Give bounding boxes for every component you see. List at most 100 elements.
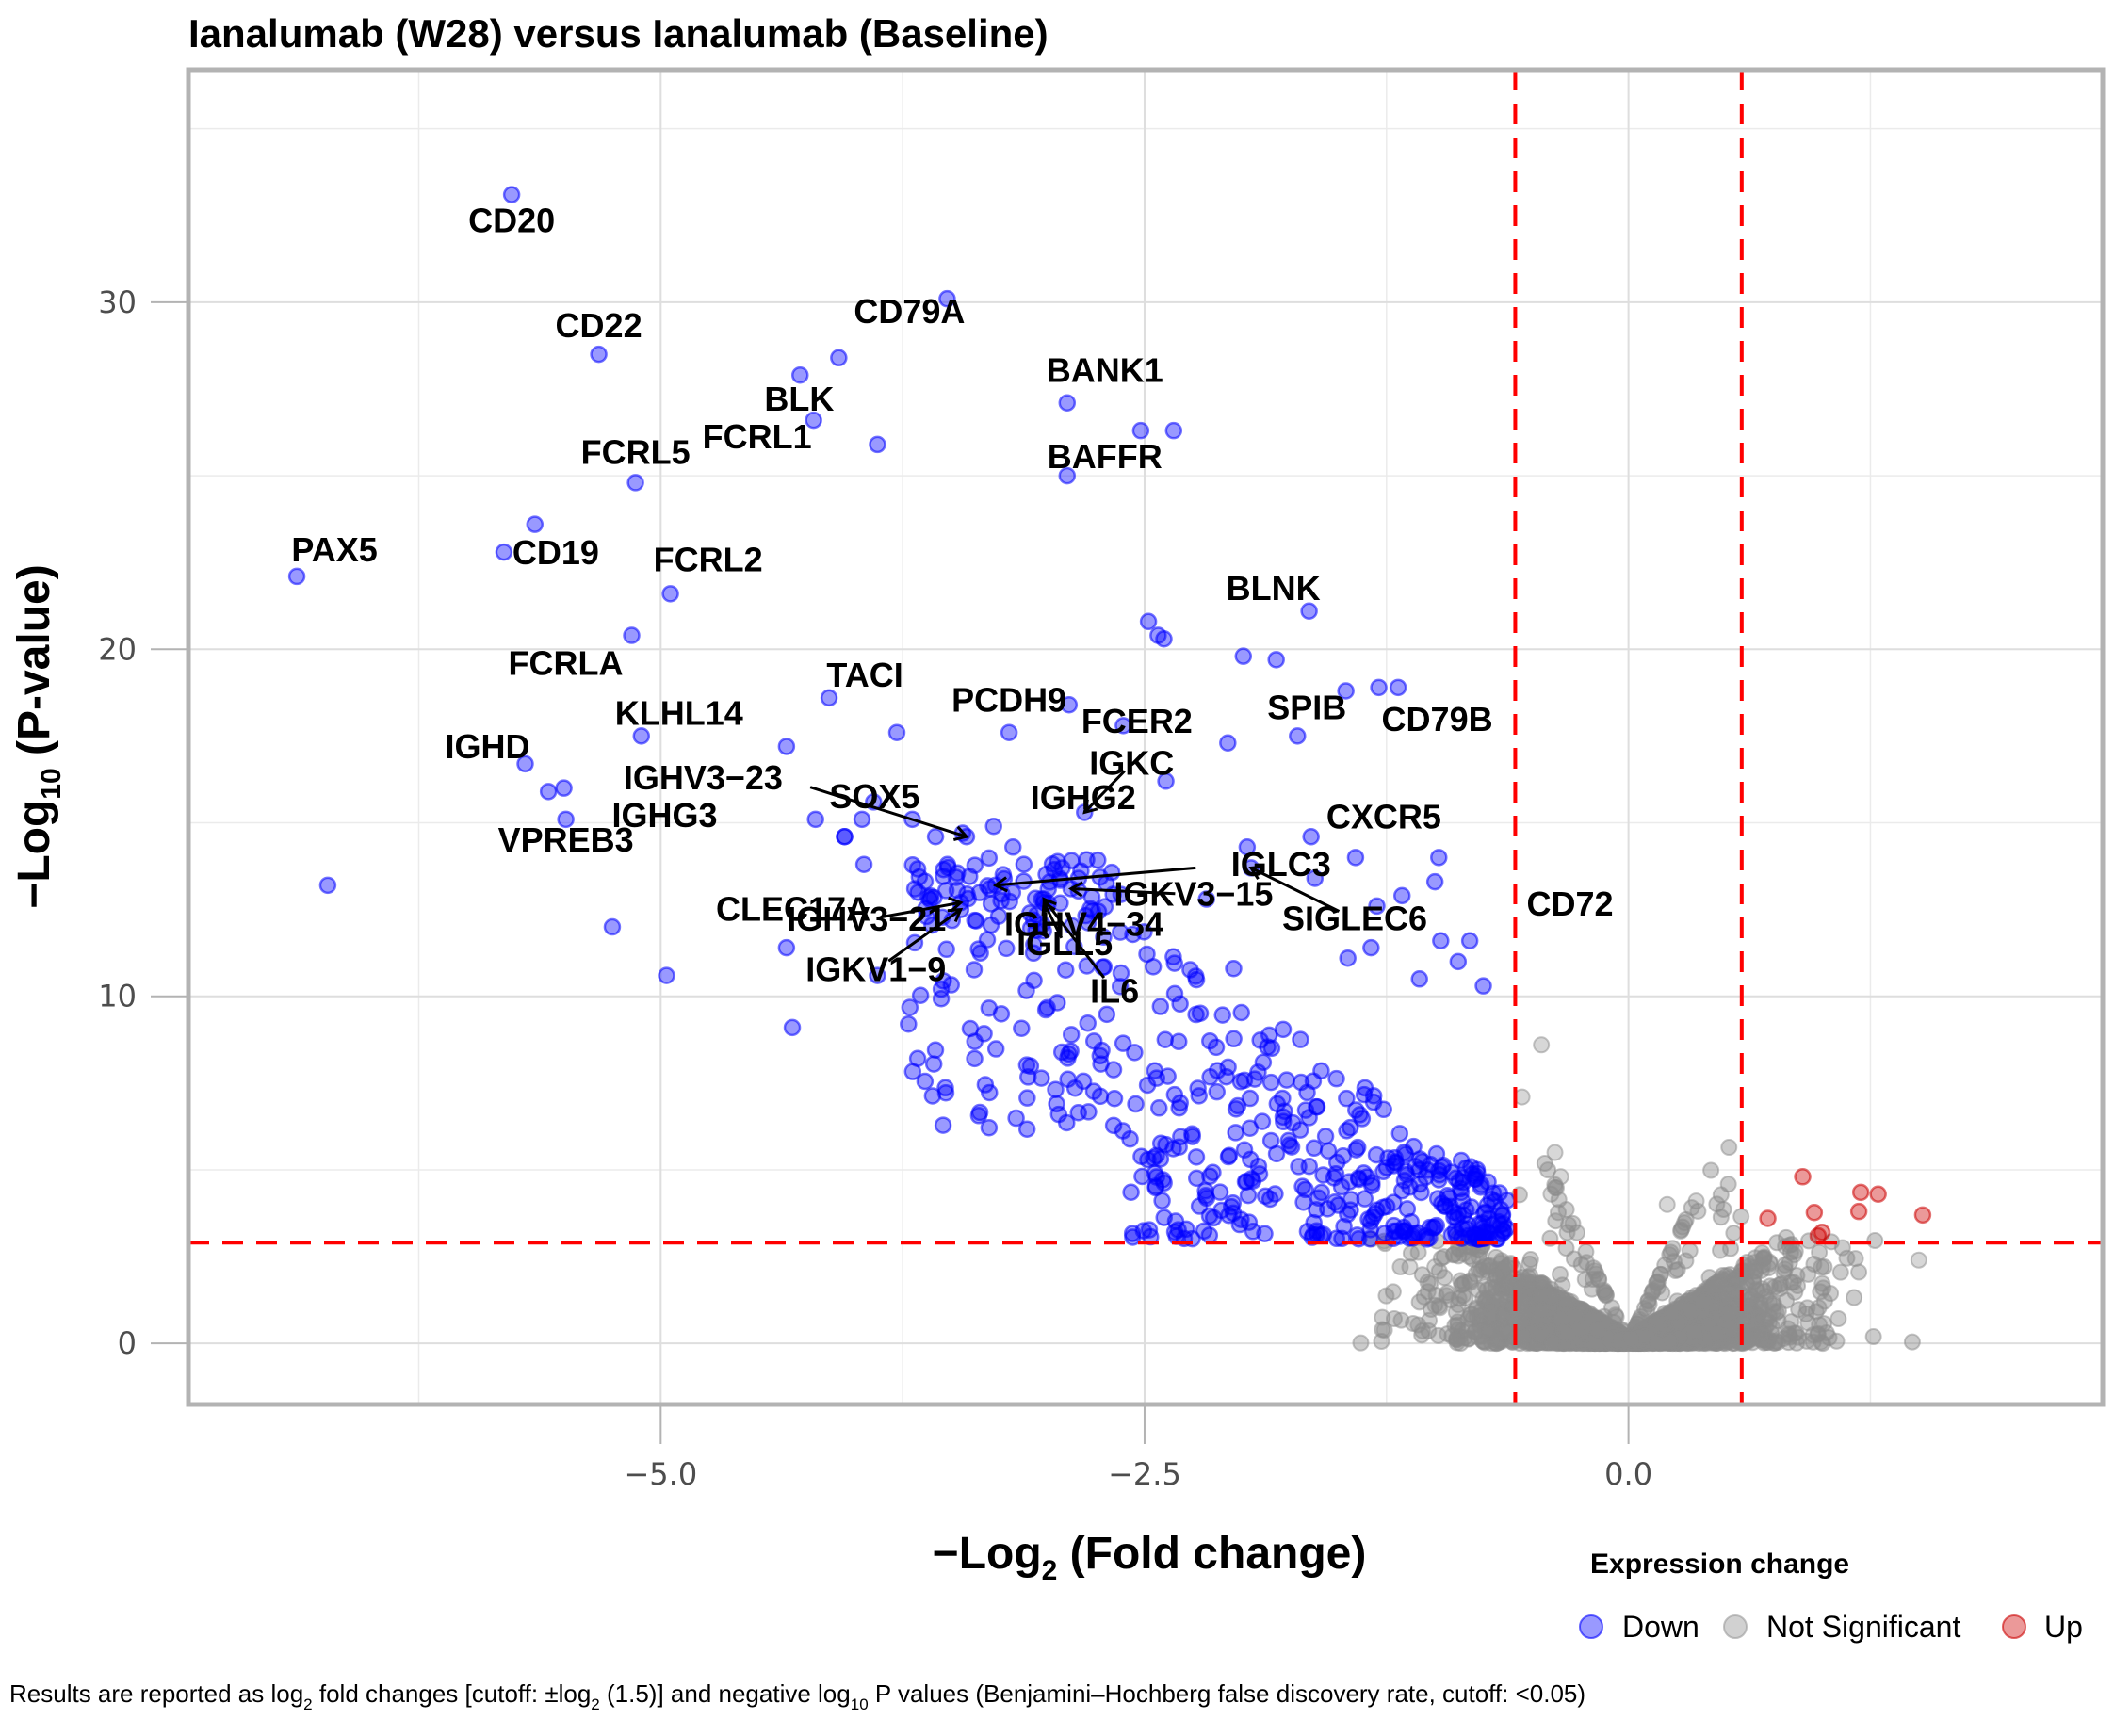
x-axis-ticks: −5.0 −2.5 0.0 [624, 1404, 1652, 1492]
x-tick-label: −5.0 [624, 1456, 697, 1492]
point-not-significant [1725, 1225, 1743, 1242]
point-down [1165, 954, 1183, 972]
point-down [1375, 1224, 1394, 1242]
point-down [981, 880, 999, 898]
gene-label: FCRL5 [581, 432, 691, 471]
point-down [1134, 1222, 1153, 1240]
point-not-significant [1518, 1272, 1536, 1290]
gene-label: KLHL14 [615, 693, 743, 732]
point-not-significant [1481, 1320, 1499, 1338]
point-not-significant [1850, 1263, 1868, 1281]
gene-label: CD20 [468, 202, 555, 240]
point-up [1759, 1209, 1777, 1227]
point-down [1276, 1102, 1293, 1120]
point-down [783, 1018, 802, 1037]
point-not-significant [1710, 1273, 1728, 1290]
point-not-significant [1687, 1192, 1705, 1210]
point-down [1165, 984, 1184, 1003]
point-down [1080, 1103, 1098, 1121]
point-down [926, 827, 945, 846]
point-down [969, 1107, 988, 1125]
footnote-text: (1.5)] and negative log [600, 1679, 851, 1708]
point-down [936, 1083, 955, 1102]
point-up [1805, 1204, 1824, 1222]
gene-label: BAFFR [1048, 437, 1163, 476]
point-not-significant [1401, 1258, 1419, 1276]
point-down [1401, 1178, 1419, 1196]
point-down [982, 916, 1000, 934]
point-down [1017, 1056, 1036, 1074]
point-down [1004, 838, 1022, 856]
point-down [806, 810, 824, 829]
point-not-significant [1595, 1281, 1613, 1299]
point-down [1084, 1032, 1103, 1050]
point-not-significant [1589, 1321, 1607, 1339]
point-not-significant [1484, 1297, 1502, 1315]
point-down [1015, 855, 1033, 873]
point-down [626, 474, 644, 492]
point-not-significant [1543, 1334, 1561, 1352]
point-down [1316, 1128, 1335, 1145]
point-down [1018, 1089, 1036, 1107]
gridlines [188, 70, 2103, 1404]
point-down [1225, 1030, 1243, 1048]
gene-label: IGHV3−23 [624, 758, 783, 797]
point-down [1155, 629, 1173, 648]
point-down [1200, 1226, 1219, 1244]
point-down [1261, 1073, 1280, 1092]
point-down [318, 876, 337, 895]
point-down [1234, 647, 1253, 665]
point-not-significant [1638, 1302, 1656, 1320]
point-not-significant [1552, 1168, 1569, 1186]
point-down [1045, 860, 1064, 879]
gene-label: IGKV3−15 [1114, 875, 1273, 914]
point-down [1201, 1031, 1219, 1050]
point-not-significant [1352, 1334, 1370, 1352]
point-not-significant [1534, 1303, 1552, 1321]
point-not-significant [1449, 1296, 1467, 1314]
point-not-significant [1558, 1324, 1576, 1342]
gene-label: CD79B [1382, 700, 1493, 738]
point-not-significant [1514, 1327, 1532, 1345]
point-down [1127, 1095, 1145, 1113]
legend-title: Expression change [1590, 1549, 1849, 1580]
point-down [926, 1041, 945, 1059]
point-down [1225, 959, 1243, 978]
point-down [1155, 1209, 1173, 1226]
point-down [1183, 1128, 1201, 1145]
point-not-significant [1910, 1251, 1927, 1269]
gene-label: FCRL1 [703, 417, 812, 456]
point-down [1277, 1071, 1295, 1089]
point-down [1038, 998, 1056, 1017]
gene-label: SOX5 [829, 777, 919, 816]
point-down [932, 990, 951, 1008]
point-down [555, 779, 573, 797]
point-down [1121, 1129, 1139, 1148]
point-not-significant [1551, 1265, 1569, 1283]
legend-swatch-up [2002, 1614, 2026, 1639]
point-down [1222, 1198, 1241, 1216]
y-tick-label: 0 [118, 1325, 137, 1361]
point-down [1049, 1105, 1068, 1124]
point-down [976, 1076, 995, 1094]
point-not-significant [1846, 1289, 1863, 1306]
point-not-significant [1496, 1259, 1514, 1277]
point-down [1300, 1109, 1318, 1127]
point-down [1151, 998, 1170, 1015]
point-down [1105, 1089, 1124, 1108]
point-down [1432, 932, 1450, 950]
point-not-significant [1533, 1036, 1551, 1054]
point-down [1293, 1177, 1311, 1195]
point-down [1430, 849, 1448, 867]
point-down [502, 186, 521, 203]
point-not-significant [1702, 1161, 1720, 1179]
point-down [1338, 1089, 1356, 1108]
point-down [661, 585, 679, 603]
point-down [1244, 1223, 1262, 1241]
point-down [1290, 1158, 1308, 1176]
point-not-significant [1846, 1250, 1864, 1268]
point-down [1219, 734, 1237, 753]
y-tick-label: 10 [98, 979, 137, 1014]
